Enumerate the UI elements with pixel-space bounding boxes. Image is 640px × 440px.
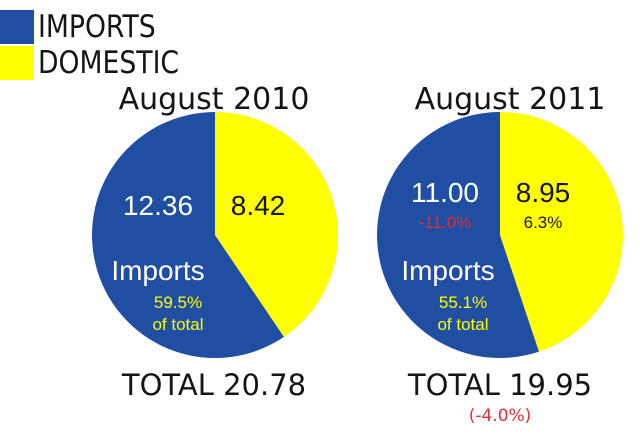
domestic-value-2011: 8.95 xyxy=(516,177,571,208)
imports-change-2011: -11.0% xyxy=(419,213,472,232)
imports-value-2011: 11.00 xyxy=(411,177,479,208)
imports-slice-label-2011: Imports xyxy=(401,255,494,286)
domestic-value-2010: 8.42 xyxy=(231,190,286,221)
legend-label-imports: IMPORTS xyxy=(38,9,156,45)
imports-share-caption-2011: of total xyxy=(437,315,488,334)
chart-2010-total: TOTAL 20.78 xyxy=(121,368,307,402)
domestic-swatch xyxy=(0,46,34,80)
imports-value-2010: 12.36 xyxy=(123,190,193,221)
legend-item-imports: IMPORTS xyxy=(0,8,175,46)
legend-item-domestic: DOMESTIC xyxy=(0,44,202,82)
chart-2011-total-change: (-4.0%) xyxy=(468,406,532,426)
pie-chart-2010: 12.36 8.42 Imports 59.5% of total xyxy=(92,112,339,358)
pie-chart-2011: 11.00 -11.0% 8.95 6.3% Imports 55.1% of … xyxy=(377,112,624,358)
domestic-change-2011: 6.3% xyxy=(524,213,563,232)
imports-slice-label-2010: Imports xyxy=(111,255,204,286)
domestic-slice-2011 xyxy=(500,112,624,352)
imports-share-2010: 59.5% xyxy=(154,293,202,312)
imports-slice-2010 xyxy=(92,112,285,358)
imports-share-2011: 55.1% xyxy=(439,293,487,312)
chart-2010-title: August 2010 xyxy=(118,82,310,117)
chart-2011-title: August 2011 xyxy=(414,82,606,117)
imports-swatch xyxy=(0,10,34,44)
imports-share-caption-2010: of total xyxy=(152,315,203,334)
imports-slice-2011 xyxy=(377,112,540,358)
legend-label-domestic: DOMESTIC xyxy=(38,45,180,81)
domestic-slice-2010 xyxy=(215,112,339,337)
chart-2011-total: TOTAL 19.95 xyxy=(407,368,593,402)
